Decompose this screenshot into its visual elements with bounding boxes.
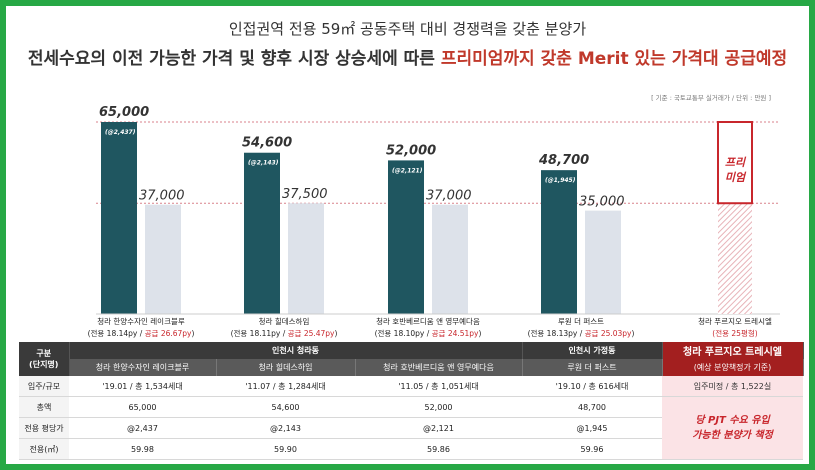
row-label: 입주/규모 <box>19 376 69 397</box>
comparison-table: 구분 (단지명) 인천시 청라동 인천시 가정동 청라 푸르지오 트레시엘 청라 … <box>19 342 804 460</box>
price-per-pyeong-label: (@2,437) <box>105 129 136 136</box>
headline-1: 인접권역 전용 59㎡ 공동주택 대비 경쟁력을 갖춘 분양가 <box>228 20 587 38</box>
plan-subheader: (예상 분양책정가 기준) <box>662 359 804 376</box>
bar-comparison <box>585 210 621 314</box>
table-cell: @1,945 <box>522 417 662 439</box>
table-row: 입주/규모 '19.01 / 총 1,534세대 '11.07 / 총 1,28… <box>19 376 803 397</box>
plan-cell: 입주미정 / 총 1,522실 <box>662 376 803 397</box>
table-cell: 59.96 <box>522 438 662 460</box>
category-spec-close: ) <box>479 329 482 338</box>
category-name: 루원 더 퍼스트 <box>558 317 604 326</box>
table-cell: 59.90 <box>216 438 355 460</box>
gubun-header: 구분 (단지명) <box>19 342 70 376</box>
table-cell: 59.98 <box>69 438 216 460</box>
bar-total <box>541 170 577 314</box>
table-cell: '11.07 / 총 1,284세대 <box>216 376 355 397</box>
price-per-pyeong-label: (@1,945) <box>545 177 576 184</box>
headline-2-prefix: 전세수요의 이전 가능한 가격 및 향후 시장 상승세에 따른 <box>27 49 441 69</box>
category-name: 청라 힐데스하임 <box>259 316 310 326</box>
region-header-cheongna: 인천시 청라동 <box>69 342 523 359</box>
bar-total <box>244 152 280 314</box>
category-spec-supply: 공급 25.47py <box>288 329 335 338</box>
complex-header: 청라 호반베르디움 앤 영무예다음 <box>355 359 523 376</box>
bar-comparison <box>288 203 324 314</box>
bar-total <box>388 160 424 314</box>
data-label: 37,000 <box>426 189 472 204</box>
bar-total <box>101 122 137 314</box>
data-label: 65,000 <box>99 105 149 120</box>
premium-hatched-bar <box>718 203 752 314</box>
category-spec-exclusive: (전용 18.11py / <box>231 328 288 338</box>
category-spec: (전용 18.14py / 공급 26.67py) <box>88 328 195 338</box>
category-spec: (전용 18.10py / 공급 24.51py) <box>375 328 482 338</box>
data-label: 37,000 <box>139 189 185 204</box>
premium-spec: (전용 25평형) <box>712 328 757 338</box>
category-spec: (전용 18.11py / 공급 25.47py) <box>231 328 338 338</box>
source-note: [ 기준 : 국토교통부 실거래가 / 단위 : 만원 ] <box>651 94 771 102</box>
headline-2-highlight: 프리미엄까지 갖춘 Merit 있는 가격대 공급예정 <box>440 49 788 69</box>
complex-header: 청라 힐데스하임 <box>216 359 356 376</box>
gubun-header-line1: 구분 <box>36 349 52 358</box>
data-label: 37,500 <box>282 187 328 202</box>
price-per-pyeong-label: (@2,121) <box>392 167 423 174</box>
category-spec-exclusive: (전용 18.13py / <box>528 328 585 338</box>
row-label: 총액 <box>19 396 69 418</box>
table-row: 총액 65,000 54,600 52,000 48,700 당 PJT 수요 … <box>19 396 803 460</box>
table-cell: @2,143 <box>216 417 355 439</box>
category-name: 청라 한양수자인 레이크블루 <box>97 316 185 326</box>
category-spec-exclusive: (전용 18.14py / <box>88 328 145 338</box>
category-spec-close: ) <box>335 329 338 338</box>
gubun-header-line2: (단지명) <box>29 360 59 369</box>
table-cell: '19.01 / 총 1,534세대 <box>69 376 216 397</box>
table-cell: 65,000 <box>69 396 216 418</box>
bar-comparison <box>145 204 181 314</box>
table-cell: 59.86 <box>355 438 522 460</box>
price-per-pyeong-label: (@2,143) <box>248 160 279 167</box>
table-cell: 54,600 <box>216 396 355 418</box>
table-cell: '19.10 / 총 616세대 <box>522 376 662 397</box>
category-spec-supply: 공급 26.67py <box>145 329 192 338</box>
category-spec-supply: 공급 24.51py <box>432 329 479 338</box>
premium-label: 미엄 <box>725 171 747 184</box>
data-label: 35,000 <box>579 195 625 210</box>
price-comparison-chart: 65,000 (@2,437) 37,000 청라 한양수자인 레이크블루 (전용 18… <box>88 105 780 338</box>
table-cell: @2,121 <box>355 417 522 439</box>
bar-comparison <box>432 204 468 314</box>
table-cell: '11.05 / 총 1,051세대 <box>355 376 522 397</box>
premium-box <box>717 121 753 205</box>
category-spec-supply: 공급 25.03py <box>585 329 632 338</box>
data-label: 48,700 <box>538 153 589 168</box>
category-spec-close: ) <box>192 329 195 338</box>
table-cell: 48,700 <box>522 396 662 418</box>
category-spec-close: ) <box>632 329 635 338</box>
complex-header: 청라 한양수자인 레이크블루 <box>69 359 217 376</box>
plan-note-text: 당 PJT 수요 유입 가능한 분양가 책정 <box>692 415 773 441</box>
table-row: 전용 평당가 @2,437 @2,143 @2,121 @1,945 <box>19 417 803 439</box>
row-label: 전용 평당가 <box>19 417 69 439</box>
region-header-gajeong: 인천시 가정동 <box>522 342 663 359</box>
plan-header: 청라 푸르지오 트레시엘 <box>662 342 804 359</box>
headline-2: 전세수요의 이전 가능한 가격 및 향후 시장 상승세에 따른 프리미엄까지 갖… <box>0 44 815 69</box>
category-spec: (전용 18.13py / 공급 25.03py) <box>528 328 635 338</box>
data-label: 52,000 <box>386 143 436 158</box>
complex-header: 루원 더 퍼스트 <box>522 359 663 376</box>
table-cell: @2,437 <box>69 417 216 439</box>
table-row: 전용(㎡) 59.98 59.90 59.86 59.96 <box>19 438 803 460</box>
premium-name: 청라 푸르지오 트레시엘 <box>698 317 772 326</box>
row-label: 전용(㎡) <box>19 438 69 460</box>
table-cell: 52,000 <box>355 396 522 418</box>
category-name: 청라 호반베르디움 앤 영무예다음 <box>376 316 480 326</box>
data-label: 54,600 <box>242 136 292 151</box>
premium-label: 프리 <box>725 156 747 169</box>
plan-note: 당 PJT 수요 유입 가능한 분양가 책정 <box>662 396 803 460</box>
category-spec-exclusive: (전용 18.10py / <box>375 328 432 338</box>
